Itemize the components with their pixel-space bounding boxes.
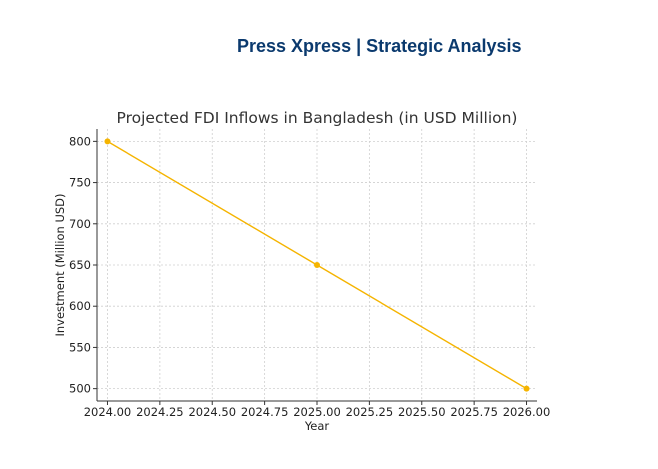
series-group [104, 138, 530, 392]
y-axis-label: Investment (Million USD) [53, 193, 67, 336]
data-point [104, 138, 111, 145]
x-tick-label: 2024.75 [241, 405, 289, 419]
data-point [314, 262, 320, 268]
y-tick-label: 700 [69, 217, 91, 231]
x-tick-label: 2024.50 [188, 405, 236, 419]
y-tick-label: 500 [69, 382, 91, 396]
x-tick-label: 2025.50 [398, 405, 446, 419]
data-point [523, 385, 530, 392]
x-tick-label: 2025.75 [450, 405, 498, 419]
y-tick-label: 550 [69, 340, 91, 354]
y-tick-label: 750 [69, 176, 91, 190]
x-tick-label: 2025.00 [293, 405, 341, 419]
x-tick-label: 2024.25 [136, 405, 184, 419]
x-tick-label: 2024.00 [84, 405, 132, 419]
y-tick-label: 600 [69, 299, 91, 313]
x-tick-label: 2026.00 [503, 405, 551, 419]
y-axis-ticks: 500 550 600 650 700 750 800 [69, 134, 97, 396]
y-tick-label: 800 [69, 134, 91, 148]
brand-title: Press Xpress | Strategic Analysis [237, 36, 522, 56]
x-tick-label: 2025.25 [346, 405, 394, 419]
x-axis-label: Year [304, 419, 330, 433]
chart-title: Projected FDI Inflows in Bangladesh (in … [117, 109, 518, 127]
x-axis-ticks: 2024.00 2024.25 2024.50 2024.75 2025.00 2025.… [84, 401, 551, 419]
y-tick-label: 650 [69, 258, 91, 272]
